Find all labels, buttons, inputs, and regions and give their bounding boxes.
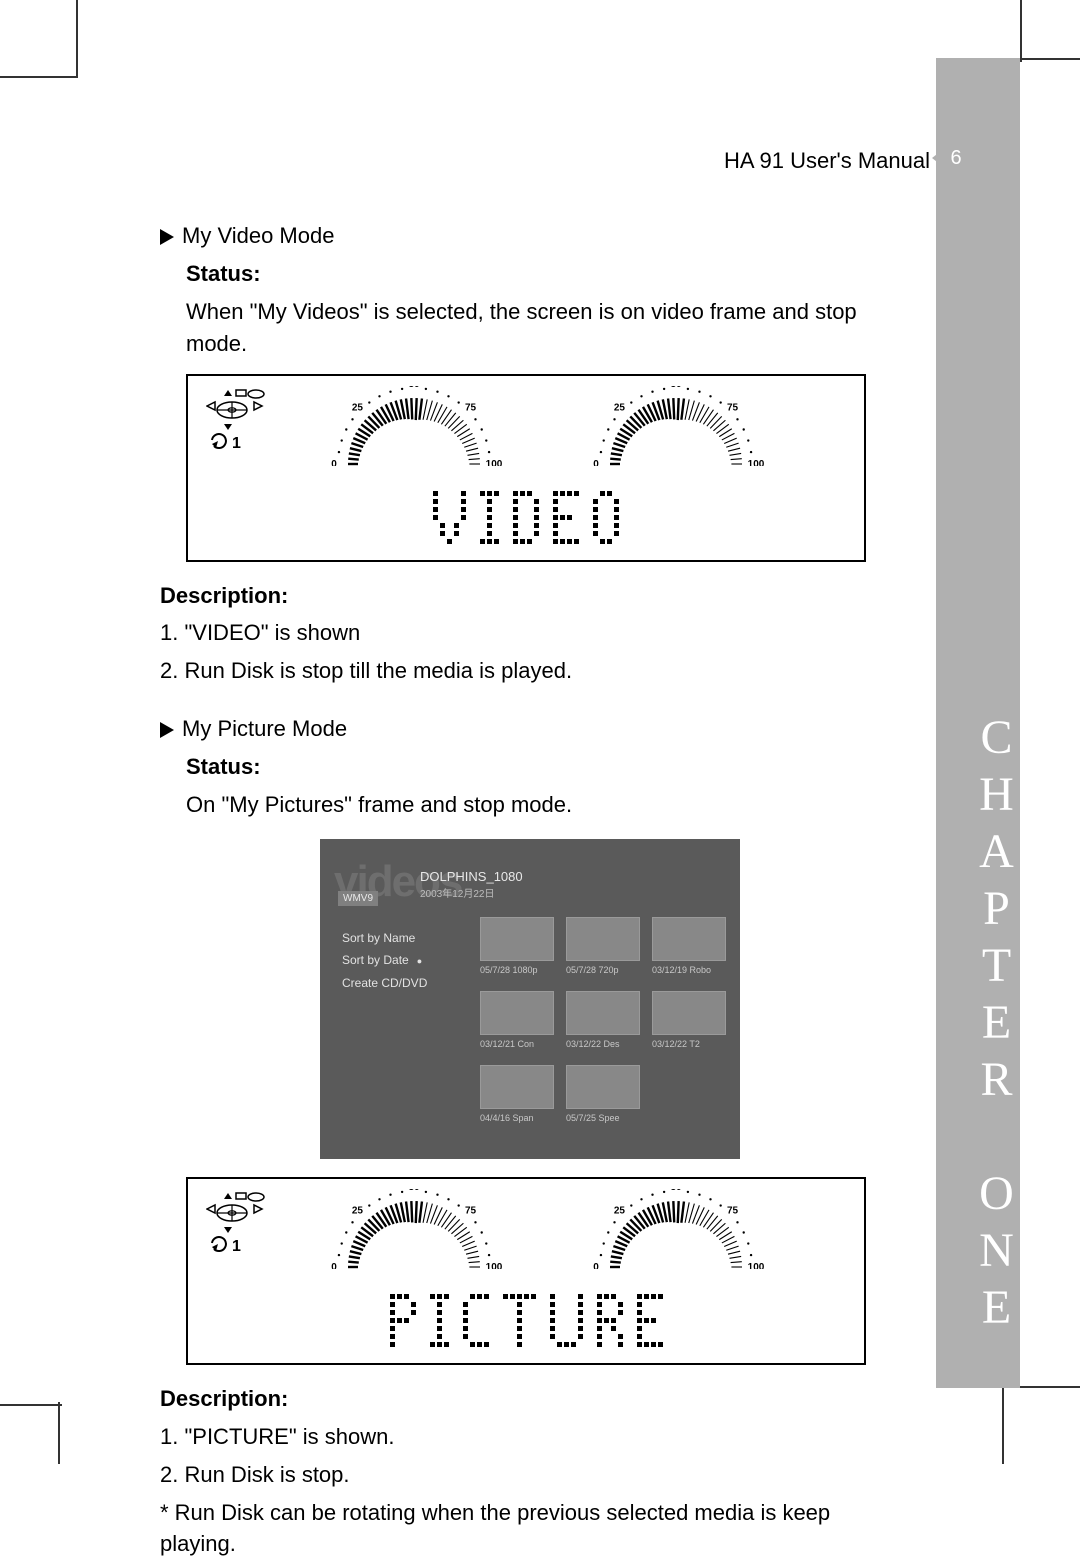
svg-text:25: 25: [352, 402, 364, 413]
svg-text:50: 50: [408, 1189, 420, 1193]
dotmatrix-video: [188, 490, 864, 550]
vu-gauge-right: 0 25 50 75 100: [566, 1189, 786, 1274]
status-label: Status:: [186, 258, 900, 290]
page-root: CHAPTER ONE HA 91 User's Manual 6 My Vid…: [0, 0, 1080, 1464]
mc-thumb-cell: 03/12/22 Des: [566, 991, 640, 1049]
svg-text:50: 50: [408, 386, 420, 390]
mc-thumbnail-grid: 05/7/28 1080p 05/7/28 720p 03/12/19 Robo 03…: [480, 917, 726, 1147]
mc-thumb: [480, 917, 554, 961]
description-label: Description:: [160, 1383, 900, 1415]
svg-text:0: 0: [593, 459, 599, 466]
svg-text:0: 0: [331, 459, 337, 466]
chapter-label: CHAPTER ONE: [936, 711, 1020, 1338]
svg-text:25: 25: [614, 402, 626, 413]
disc-cluster-icon: 1: [206, 388, 278, 459]
heading-text: My Video Mode: [182, 223, 334, 248]
mc-thumb: [652, 917, 726, 961]
mc-thumb-cell: 03/12/19 Robo: [652, 917, 726, 975]
crop-mark: [58, 1402, 60, 1464]
chapter-sidebar: CHAPTER ONE: [936, 58, 1020, 1388]
mc-thumb: [480, 1065, 554, 1109]
svg-text:50: 50: [670, 1189, 682, 1193]
display-panel-video: 1 0 25 50 75 100 0 25 50 75 100: [186, 374, 866, 562]
svg-text:100: 100: [486, 459, 503, 466]
mc-caption: 04/4/16 Span: [480, 1113, 554, 1123]
mc-caption: 03/12/22 T2: [652, 1039, 726, 1049]
crop-mark: [0, 76, 78, 78]
svg-text:1: 1: [232, 1238, 241, 1255]
crop-mark: [76, 0, 78, 78]
content-column: My Video Mode Status: When "My Videos" i…: [160, 220, 900, 1566]
svg-text:75: 75: [465, 1205, 477, 1216]
mc-thumb-cell: 03/12/22 T2: [652, 991, 726, 1049]
svg-text:0: 0: [331, 1262, 337, 1269]
mc-caption: 03/12/22 Des: [566, 1039, 640, 1049]
mc-caption: 05/7/28 720p: [566, 965, 640, 975]
track-number: 1: [232, 435, 241, 452]
vu-gauge-right: 0 25 50 75 100: [566, 386, 786, 471]
mc-menu: Sort by Name Sort by Date● Create CD/DVD: [342, 927, 427, 994]
vu-gauge-left: 0 25 50 75 100: [304, 386, 524, 471]
status-label: Status:: [186, 751, 900, 783]
heading-text: My Picture Mode: [182, 716, 347, 741]
mc-thumb: [566, 917, 640, 961]
description-line: 1. "VIDEO" is shown: [160, 617, 900, 649]
description-label: Description:: [160, 580, 900, 612]
description-line: 2. Run Disk is stop till the media is pl…: [160, 655, 900, 687]
mc-thumb-cell: 05/7/25 Spee: [566, 1065, 640, 1123]
mc-thumb-cell: 03/12/21 Con: [480, 991, 554, 1049]
manual-title: HA 91 User's Manual: [724, 148, 930, 174]
mc-title: DOLPHINS_1080: [420, 869, 523, 884]
svg-text:25: 25: [352, 1205, 364, 1216]
video-mode-heading: My Video Mode: [160, 220, 900, 252]
picture-mode-heading: My Picture Mode: [160, 713, 900, 745]
mc-caption: 05/7/25 Spee: [566, 1113, 640, 1123]
mc-caption: 03/12/21 Con: [480, 1039, 554, 1049]
svg-text:100: 100: [486, 1262, 503, 1269]
mc-thumb: [480, 991, 554, 1035]
page-number-badge: 6: [940, 142, 972, 174]
svg-text:100: 100: [748, 459, 765, 466]
mc-codec-badge: WMV9: [338, 891, 378, 906]
crop-mark: [1020, 0, 1022, 62]
mc-menu-item: Create CD/DVD: [342, 972, 427, 994]
svg-text:50: 50: [670, 386, 682, 390]
mc-subtitle: 2003年12月22日: [420, 885, 495, 900]
mc-menu-item: Sort by Date●: [342, 949, 427, 972]
svg-text:75: 75: [727, 1205, 739, 1216]
dotmatrix-picture: [188, 1293, 864, 1353]
description-line: 1. "PICTURE" is shown.: [160, 1421, 900, 1453]
mc-thumb: [566, 991, 640, 1035]
status-text: On "My Pictures" frame and stop mode.: [186, 789, 900, 821]
mc-caption: 03/12/19 Robo: [652, 965, 726, 975]
svg-text:25: 25: [614, 1205, 626, 1216]
mc-menu-item: Sort by Name: [342, 927, 427, 949]
media-center-screenshot: videos WMV9 DOLPHINS_1080 2003年12月22日 So…: [320, 839, 740, 1159]
mc-thumb-cell: 05/7/28 720p: [566, 917, 640, 975]
status-text: When "My Videos" is selected, the screen…: [186, 296, 900, 360]
crop-mark: [1002, 1386, 1004, 1464]
svg-text:75: 75: [465, 402, 477, 413]
crop-mark: [1018, 58, 1080, 60]
description-footnote: * Run Disk can be rotating when the prev…: [160, 1497, 900, 1561]
triangle-icon: [160, 722, 174, 738]
vu-gauge-left: 0 25 50 75 100: [304, 1189, 524, 1274]
svg-text:75: 75: [727, 402, 739, 413]
mc-thumb: [652, 991, 726, 1035]
display-panel-picture: 1 0 25 50 75 100 0 25 50 75 100: [186, 1177, 866, 1365]
mc-thumb-cell: 04/4/16 Span: [480, 1065, 554, 1123]
crop-mark: [0, 1404, 62, 1406]
mc-thumb-cell: 05/7/28 1080p: [480, 917, 554, 975]
svg-text:100: 100: [748, 1262, 765, 1269]
svg-text:0: 0: [593, 1262, 599, 1269]
description-line: 2. Run Disk is stop.: [160, 1459, 900, 1491]
mc-thumb: [566, 1065, 640, 1109]
mc-caption: 05/7/28 1080p: [480, 965, 554, 975]
disc-cluster-icon: 1: [206, 1191, 278, 1262]
triangle-icon: [160, 229, 174, 245]
